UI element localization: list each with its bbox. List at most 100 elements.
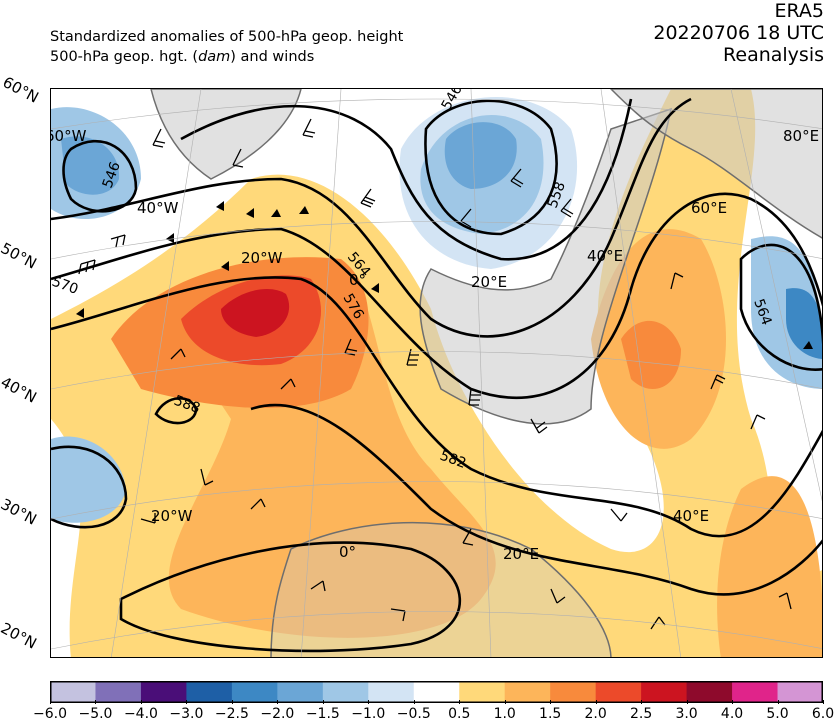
colorbar-border	[50, 681, 823, 703]
colorbar-tick-label: 4.0	[720, 706, 744, 722]
colorbar-tick-label: 2.0	[584, 706, 607, 722]
colorbar-swatch	[459, 681, 506, 703]
product-label: Reanalysis	[723, 44, 824, 66]
graticule-line	[111, 89, 202, 657]
wind-barb	[530, 418, 548, 434]
map-panel: 546 546 558 564 570 576 588 582 564 60°W…	[50, 88, 823, 658]
colorbar	[50, 681, 823, 703]
graticule-line	[51, 481, 822, 520]
colorbar-tick-label: 6.0	[811, 706, 834, 722]
wind-barb	[710, 374, 726, 390]
colorbar-swatch	[641, 681, 688, 703]
wind-barb	[360, 188, 376, 208]
title-unit: dam	[198, 49, 231, 65]
figure-title-left: Standardized anomalies of 500-hPa geop. …	[50, 27, 403, 67]
wind-barb	[232, 148, 244, 168]
colorbar-tickmark	[95, 700, 97, 704]
contour-label: 570	[51, 274, 80, 298]
colorbar-tickmark	[277, 700, 279, 704]
graticule-line	[300, 89, 342, 657]
front-triangle	[271, 209, 281, 217]
contour-siberia-low	[739, 243, 822, 371]
wind-barb	[78, 259, 96, 275]
colorbar-swatch	[595, 681, 642, 703]
lon-label-80e: 80°E	[783, 127, 819, 145]
wind-barbs	[78, 118, 792, 630]
wind-barb	[170, 348, 186, 360]
date-label: 20220706 18 UTC	[653, 22, 824, 44]
contour-588-south	[119, 541, 462, 653]
colorbar-swatch	[368, 681, 415, 703]
colorbar-tickmark	[732, 700, 734, 704]
graticule-line	[51, 351, 822, 390]
colorbar-tickmark	[595, 700, 597, 704]
front-triangle	[216, 201, 224, 211]
colorbar-swatch	[231, 681, 278, 703]
colorbar-swatch	[322, 681, 369, 703]
colorbar-tick-label: −2.0	[260, 706, 295, 722]
lon-label-20e-north: 20°E	[471, 273, 507, 291]
warm-anomaly-southeast	[717, 476, 822, 657]
colorbar-tick-label: −0.5	[396, 706, 431, 722]
colorbar-tick-label: −1.0	[351, 706, 386, 722]
colorbar-tick-label: −3.0	[169, 706, 204, 722]
colorbar-tickmark	[641, 700, 643, 704]
colorbar-tick-label: 3.0	[675, 706, 698, 722]
longitude-labels: 60°W 40°W 20°W 0° 20°E 40°E 60°E 80°E 20…	[51, 127, 819, 563]
contour-576	[51, 276, 822, 538]
lon-label-60e: 60°E	[691, 199, 727, 217]
front-triangle	[221, 261, 229, 271]
colorbar-tickmark	[322, 700, 324, 704]
colorbar-tick-label: −2.5	[214, 706, 249, 722]
colorbar-tickmark	[368, 700, 370, 704]
lon-label-0-south: 0°	[339, 543, 356, 561]
colorbar-tick-label: −1.5	[305, 706, 340, 722]
contour-546-scandinavia	[424, 99, 558, 236]
wind-barb	[468, 388, 481, 406]
colorbar-swatch	[686, 681, 733, 703]
colorbar-tickmark	[186, 700, 188, 704]
colorbar-tick-label: −4.0	[123, 706, 158, 722]
colorbar-tick-label: −6.0	[33, 706, 67, 722]
lon-label-60w: 60°W	[51, 127, 87, 145]
dataset-label: ERA5	[774, 0, 824, 22]
land-africa-north	[270, 521, 612, 657]
colorbar-swatch	[95, 681, 142, 703]
colorbar-swatch	[777, 681, 823, 703]
warm-anomaly-core-3	[221, 289, 290, 337]
colorbar-tick-label: 2.5	[629, 706, 653, 722]
lon-label-40w: 40°W	[137, 199, 179, 217]
lon-label-40e-south: 40°E	[673, 507, 709, 525]
wind-barb	[610, 508, 628, 522]
colorbar-swatch	[550, 681, 597, 703]
colorbar-swatch	[186, 681, 233, 703]
front-markers	[76, 201, 813, 349]
lat-label-50n: 50°N	[0, 239, 40, 273]
contour-564	[51, 97, 692, 338]
colorbar-swatch	[277, 681, 324, 703]
wind-barb	[200, 468, 214, 486]
wind-barb	[560, 198, 574, 218]
contour-558	[180, 98, 633, 261]
contour-570	[51, 192, 822, 400]
colorbar-swatch	[140, 681, 187, 703]
title-line-2-b: ) and winds	[230, 49, 315, 65]
contour-588-small	[154, 397, 198, 425]
front-triangle	[76, 308, 84, 318]
land-areas	[150, 89, 822, 657]
wind-barb	[140, 513, 156, 524]
title-line-2-a: 500-hPa geop. hgt. (	[50, 49, 199, 65]
lon-label-0-north: 0°	[349, 271, 366, 289]
map-canvas: 546 546 558 564 570 576 588 582 564 60°W…	[51, 89, 822, 657]
colorbar-swatch	[732, 681, 779, 703]
land-greenland	[150, 89, 302, 180]
wind-barb	[152, 128, 166, 148]
colorbar-tickmark	[686, 700, 688, 704]
lat-label-60n: 60°N	[0, 73, 42, 107]
cold-anomaly-scandinavia-3	[444, 122, 517, 189]
lon-label-20e-south: 20°E	[503, 545, 539, 563]
graticule-line	[51, 221, 822, 260]
colorbar-tickmark	[777, 700, 779, 704]
colorbar-tickmark	[550, 700, 552, 704]
colorbar-tickmark	[50, 700, 51, 704]
